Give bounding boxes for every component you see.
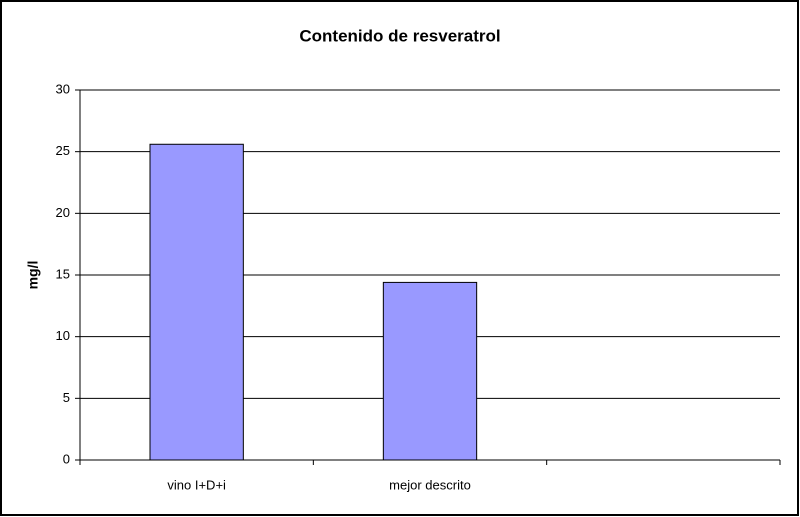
bar <box>382 281 478 461</box>
chart-title: Contenido de resveratrol <box>299 26 500 45</box>
y-tick-label: 20 <box>56 205 70 220</box>
y-axis-label: mg/l <box>25 261 41 290</box>
y-tick-label: 10 <box>56 328 70 343</box>
y-tick-label: 5 <box>63 390 70 405</box>
x-tick-label: mejor descrito <box>389 477 471 492</box>
y-tick-label: 25 <box>56 143 70 158</box>
x-tick-label: vino I+D+i <box>167 477 226 492</box>
y-tick-label: 0 <box>63 451 70 466</box>
bar <box>149 143 244 461</box>
y-tick-label: 15 <box>56 266 70 281</box>
y-tick-label: 30 <box>56 81 70 96</box>
